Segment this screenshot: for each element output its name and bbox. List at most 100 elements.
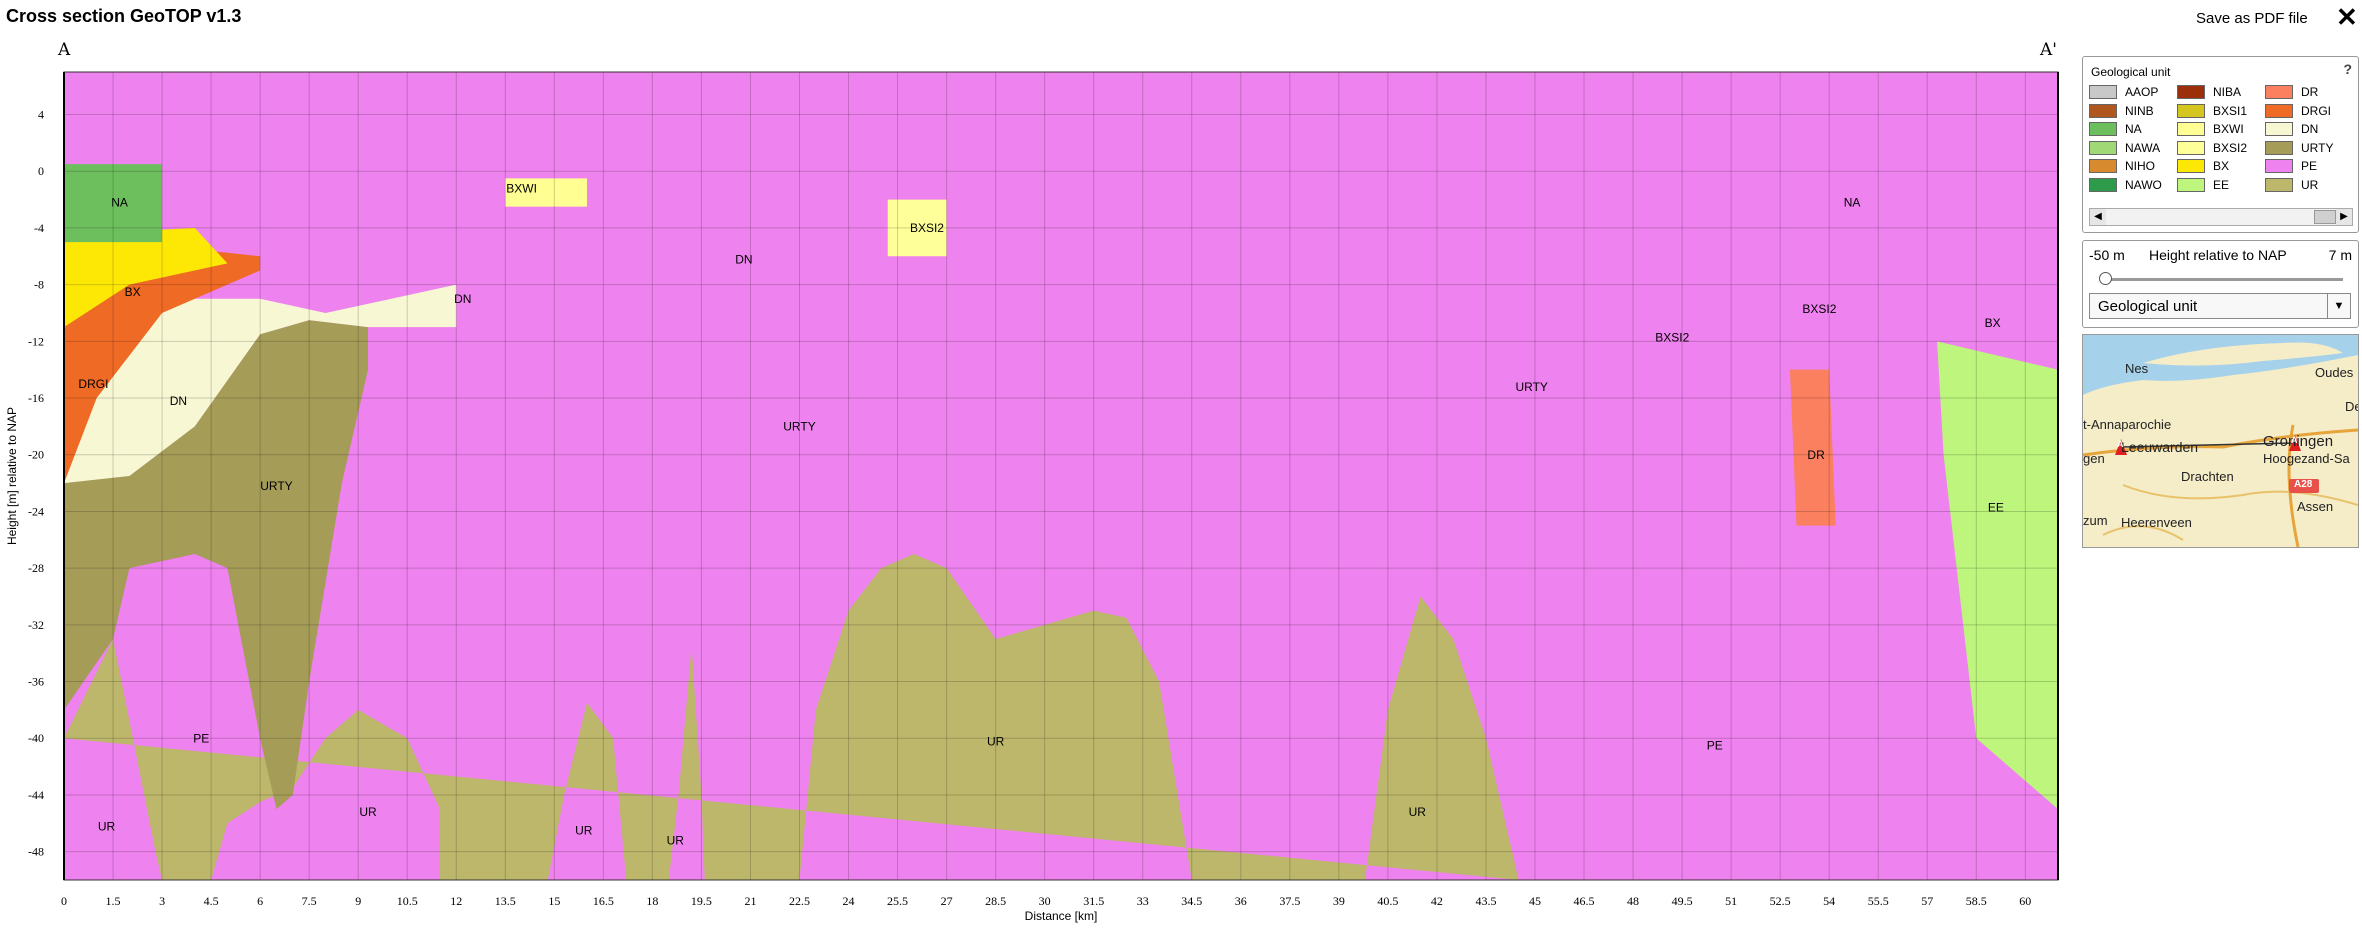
x-axis-label: Distance [km] — [1025, 909, 1098, 923]
unit-area-ee — [1937, 341, 2058, 810]
chevron-down-icon[interactable]: ▼ — [2327, 294, 2350, 318]
road-secondary — [2122, 484, 2358, 506]
y-tick-label-6: -20 — [28, 448, 44, 462]
x-tick-label-22: 33 — [1137, 894, 1149, 908]
legend-item-ninb: NINB — [2089, 102, 2162, 121]
legend-column: AAOP NINB NA NAWA NIHO NAWO — [2089, 83, 2162, 194]
unit-area-dn — [64, 284, 457, 484]
scroll-right-icon[interactable]: ▶ — [2336, 209, 2352, 225]
unit-label-bxsi2-2: BXSI2 — [1802, 302, 1836, 316]
scroll-left-icon[interactable]: ◀ — [2090, 209, 2106, 225]
x-tick-label-1: 1.5 — [106, 894, 121, 908]
x-tick-label-32: 48 — [1627, 894, 1639, 908]
unit-label-urty-1: URTY — [783, 420, 815, 434]
height-max-label: 7 m — [2328, 247, 2352, 263]
road-east-west — [2083, 428, 2358, 457]
legend-label: DRGI — [2301, 103, 2331, 118]
map-label-drachten: Drachten — [2181, 469, 2234, 484]
y-tick-label-4: -12 — [28, 334, 44, 348]
unit-label-bxsi2-0: BXSI2 — [910, 221, 944, 235]
location-map[interactable]: Nes Oudes t-Annaparochie De Groningen Ho… — [2082, 334, 2359, 548]
y-tick-label-12: -44 — [28, 788, 44, 802]
x-tick-label-3: 4.5 — [204, 894, 219, 908]
save-pdf-button[interactable]: Save as PDF file — [2196, 10, 2308, 27]
legend-item-nawo: NAWO — [2089, 176, 2162, 195]
legend-swatch — [2177, 159, 2205, 174]
legend-label: BXSI1 — [2213, 103, 2248, 118]
section-line — [2120, 442, 2296, 448]
unit-label-urty-2: URTY — [1515, 380, 1547, 394]
legend-swatch — [2089, 103, 2117, 118]
help-icon[interactable]: ? — [2343, 61, 2352, 77]
close-button[interactable]: ✕ — [2336, 2, 2358, 32]
legend-swatch — [2265, 159, 2293, 174]
unit-label-dn-1: DN — [454, 292, 471, 306]
legend-item-na: NA — [2089, 120, 2162, 139]
legend-swatch — [2089, 122, 2117, 137]
display-mode-value: Geological unit — [2098, 298, 2198, 315]
x-tick-label-17: 25.5 — [887, 894, 908, 908]
legend-item-niho: NIHO — [2089, 157, 2162, 176]
unit-label-pe-1: PE — [1707, 739, 1723, 753]
x-tick-label-35: 52.5 — [1770, 894, 1791, 908]
x-tick-label-10: 15 — [548, 894, 560, 908]
legend-swatch — [2177, 177, 2205, 192]
x-tick-label-21: 31.5 — [1083, 894, 1104, 908]
legend-item-dn: DN — [2265, 120, 2333, 139]
legend-label: NAWO — [2125, 177, 2162, 192]
unit-label-ur-2: UR — [575, 824, 593, 838]
x-tick-label-14: 21 — [744, 894, 756, 908]
unit-area-bxwi — [505, 178, 588, 207]
x-tick-label-15: 22.5 — [789, 894, 810, 908]
map-label-hoogezand: Hoogezand-Sa — [2263, 451, 2350, 466]
legend-item-niba: NIBA — [2177, 83, 2247, 102]
height-slider-label: Height relative to NAP — [2149, 247, 2287, 263]
unit-area-bx — [64, 227, 228, 328]
map-label-assen: Assen — [2297, 499, 2334, 514]
y-tick-label-11: -40 — [28, 731, 44, 745]
height-slider-thumb[interactable] — [2099, 272, 2112, 285]
legend-label: NINB — [2125, 103, 2154, 118]
legend-item-ur: UR — [2265, 176, 2333, 195]
legend-label: NAWA — [2125, 140, 2161, 155]
unit-label-na-0: NA — [111, 196, 128, 210]
legend-label: BXSI2 — [2213, 140, 2248, 155]
height-slider-track[interactable] — [2105, 278, 2343, 281]
legend-scrollbar[interactable]: ◀ ▶ — [2089, 208, 2353, 226]
x-tick-label-5: 7.5 — [302, 894, 317, 908]
legend-label: PE — [2301, 159, 2318, 174]
legend-column: NIBA BXSI1 BXWI BXSI2 BX EE — [2177, 83, 2247, 194]
y-tick-label-7: -24 — [28, 504, 44, 518]
legend-swatch — [2089, 177, 2117, 192]
legend-label: NA — [2125, 122, 2142, 137]
island-shape — [2143, 342, 2343, 366]
point-b-icon — [2289, 435, 2301, 451]
map-point-b-label: A — [2291, 435, 2298, 445]
x-tick-label-6: 9 — [355, 894, 361, 908]
x-tick-label-16: 24 — [843, 894, 855, 908]
legend-title: Geological unit — [2091, 65, 2171, 79]
display-mode-select[interactable]: Geological unit ▼ — [2089, 293, 2351, 319]
legend-panel: Geological unit ? AAOP NINB NA NAWA NIHO NAWO… — [2082, 56, 2359, 233]
legend-swatch — [2265, 177, 2293, 192]
y-tick-label-9: -32 — [28, 618, 44, 632]
unit-label-ur-1: UR — [359, 805, 377, 819]
unit-area-na — [64, 164, 163, 243]
y-tick-label-13: -48 — [28, 845, 44, 859]
legend-label: UR — [2301, 177, 2319, 192]
unit-label-ur-0: UR — [98, 819, 116, 833]
x-tick-label-39: 58.5 — [1966, 894, 1987, 908]
legend-swatch — [2177, 103, 2205, 118]
legend-swatch — [2177, 122, 2205, 137]
unit-label-bxsi2-1: BXSI2 — [1655, 330, 1689, 344]
scroll-thumb[interactable] — [2314, 210, 2336, 224]
legend-swatch — [2177, 85, 2205, 100]
legend-item-bx: BX — [2177, 157, 2247, 176]
y-tick-label-1: 0 — [38, 164, 44, 178]
y-tick-label-5: -16 — [28, 391, 44, 405]
point-a-icon — [2115, 439, 2127, 455]
y-tick-label-3: -8 — [34, 278, 44, 292]
legend-swatch — [2089, 85, 2117, 100]
legend-item-bxwi: BXWI — [2177, 120, 2247, 139]
x-tick-label-28: 42 — [1431, 894, 1443, 908]
